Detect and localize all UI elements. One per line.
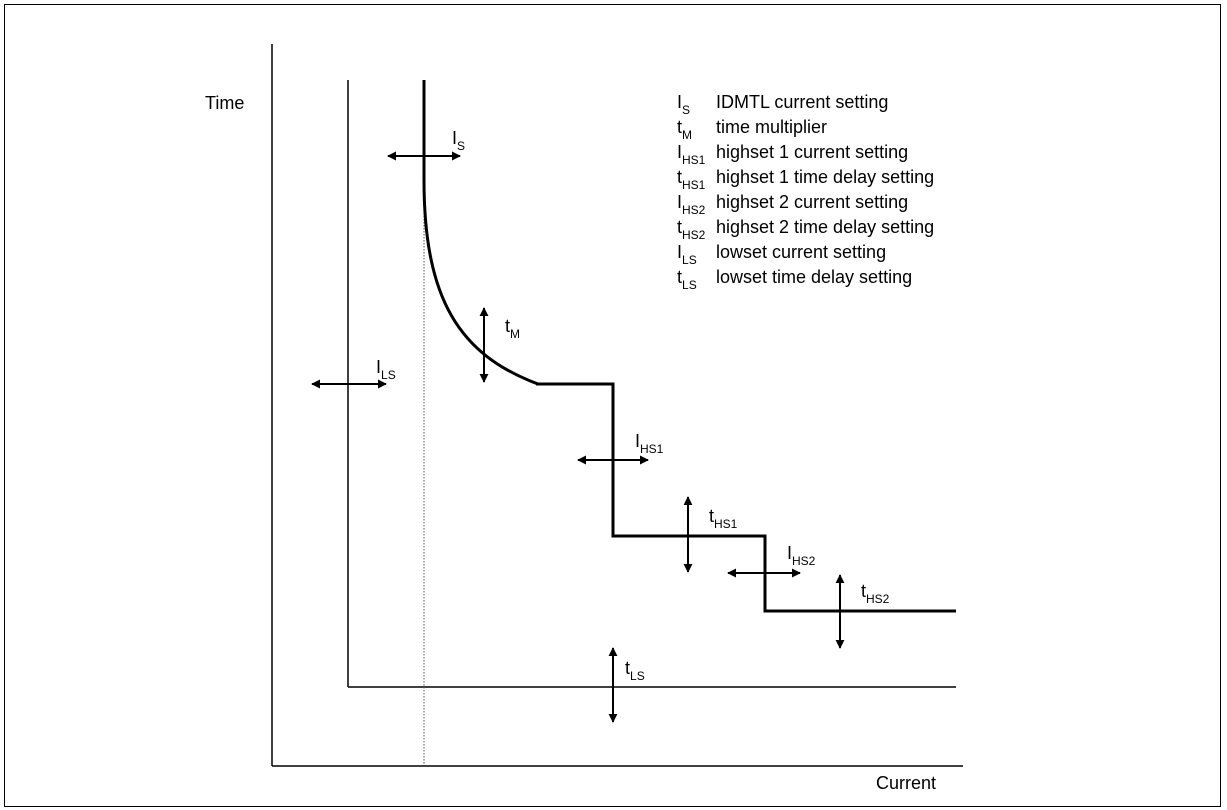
legend-symbol: tM bbox=[677, 117, 692, 142]
figure-frame bbox=[4, 4, 1221, 807]
legend: IS IDMTL current setting tM time multipl… bbox=[677, 92, 934, 292]
ils-annotation: ILS bbox=[376, 357, 396, 382]
legend-symbol: ILS bbox=[677, 242, 697, 267]
ths2-annotation: tHS2 bbox=[861, 581, 890, 606]
y-axis-label: Time bbox=[205, 93, 244, 113]
legend-text: time multiplier bbox=[716, 117, 827, 137]
tm-annotation: tM bbox=[505, 316, 520, 341]
legend-symbol: tHS1 bbox=[677, 167, 706, 192]
legend-symbol: IS bbox=[677, 92, 690, 117]
ihs2-annotation: IHS2 bbox=[787, 543, 816, 568]
legend-text: lowset current setting bbox=[716, 242, 886, 262]
legend-text: highset 2 time delay setting bbox=[716, 217, 934, 237]
legend-symbol: tLS bbox=[677, 267, 697, 292]
legend-text: IDMTL current setting bbox=[716, 92, 888, 112]
legend-symbol: IHS1 bbox=[677, 142, 706, 167]
legend-symbol: IHS2 bbox=[677, 192, 706, 217]
x-axis-label: Current bbox=[876, 773, 936, 793]
ths1-annotation: tHS1 bbox=[709, 506, 738, 531]
legend-symbol: tHS2 bbox=[677, 217, 706, 242]
legend-text: lowset time delay setting bbox=[716, 267, 912, 287]
legend-text: highset 1 current setting bbox=[716, 142, 908, 162]
ihs1-annotation: IHS1 bbox=[635, 431, 664, 456]
legend-text: highset 2 current setting bbox=[716, 192, 908, 212]
idmtl-curve bbox=[422, 80, 539, 386]
highset-step-curve bbox=[536, 382, 956, 613]
legend-text: highset 1 time delay setting bbox=[716, 167, 934, 187]
is-annotation: IS bbox=[452, 128, 465, 153]
tls-annotation: tLS bbox=[625, 658, 645, 683]
